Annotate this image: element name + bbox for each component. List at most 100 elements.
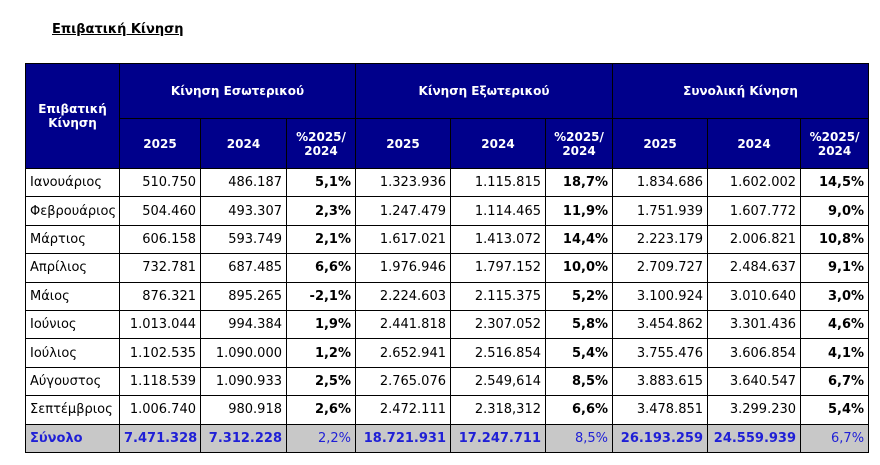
- sub-header: %2025/ 2024: [800, 118, 870, 169]
- value-cell: 1.118.539: [119, 366, 201, 397]
- value-cell: 1.617.021: [355, 224, 451, 255]
- value-cell: 980.918: [200, 395, 287, 425]
- sub-header: %2025/ 2024: [544, 118, 614, 169]
- value-cell: 1.607.772: [707, 196, 802, 226]
- value-cell: 994.384: [200, 309, 287, 340]
- value-cell: 11,9%: [544, 196, 614, 226]
- value-cell: 10,0%: [544, 253, 614, 283]
- total-cell: 17.247.711: [450, 423, 546, 453]
- month-cell: Αύγουστος: [25, 366, 120, 397]
- value-cell: 2.115.375: [450, 281, 546, 311]
- value-cell: 6,6%: [286, 253, 356, 283]
- total-cell: 18.721.931: [355, 423, 451, 453]
- value-cell: 3.299.230: [707, 395, 802, 425]
- value-cell: 8,5%: [544, 366, 614, 397]
- value-cell: 1.323.936: [355, 167, 451, 198]
- value-cell: 1.006.740: [119, 395, 201, 425]
- sub-header: 2024: [200, 118, 287, 169]
- value-cell: 2.318,312: [450, 395, 546, 425]
- total-cell: 24.559.939: [707, 423, 802, 453]
- value-cell: 5,1%: [286, 167, 356, 198]
- value-cell: 1.090.000: [200, 338, 287, 368]
- value-cell: 3.883.615: [612, 366, 709, 397]
- month-cell: Ιανουάριος: [25, 167, 120, 198]
- value-cell: 1.102.535: [119, 338, 201, 368]
- value-cell: 10,8%: [800, 224, 870, 255]
- value-cell: 6,7%: [800, 366, 870, 397]
- value-cell: 2,5%: [286, 366, 356, 397]
- sub-header: 2025: [119, 118, 201, 169]
- value-cell: 2.765.076: [355, 366, 451, 397]
- group-header: Κίνηση Εσωτερικού: [119, 63, 356, 119]
- sub-header: 2025: [612, 118, 709, 169]
- value-cell: 1.797.152: [450, 253, 546, 283]
- value-cell: 3.301.436: [707, 309, 802, 340]
- total-label: Σύνολο: [25, 423, 120, 453]
- value-cell: 2.224.603: [355, 281, 451, 311]
- value-cell: 1.976.946: [355, 253, 451, 283]
- value-cell: 1.834.686: [612, 167, 709, 198]
- value-cell: -2,1%: [286, 281, 356, 311]
- value-cell: 1.013.044: [119, 309, 201, 340]
- value-cell: 493.307: [200, 196, 287, 226]
- month-cell: Ιούνιος: [25, 309, 120, 340]
- group-header: Κίνηση Εξωτερικού: [354, 63, 614, 119]
- value-cell: 732.781: [119, 253, 201, 283]
- group-header-row: Επιβατική Κίνηση Κίνηση Εσωτερικού Κίνηση …: [25, 63, 870, 169]
- value-cell: 486.187: [200, 167, 287, 198]
- month-cell: Μάρτιος: [25, 224, 120, 255]
- value-cell: 2,1%: [286, 224, 356, 255]
- value-cell: 3.755.476: [612, 338, 709, 368]
- value-cell: 2.307.052: [450, 309, 546, 340]
- month-cell: Σεπτέμβριος: [25, 395, 120, 425]
- value-cell: 1.413.072: [450, 224, 546, 255]
- data-row: Ιούλιος 1.102.535 1.090.000 1,2% 2.652.941 2.…: [25, 338, 870, 368]
- value-cell: 2.516.854: [450, 338, 546, 368]
- month-cell: Απρίλιος: [25, 253, 120, 283]
- sub-header: 2024: [450, 118, 546, 169]
- total-cell: 2,2%: [286, 423, 356, 453]
- value-cell: 1.751.939: [612, 196, 709, 226]
- month-cell: Ιούλιος: [25, 338, 120, 368]
- sub-header: 2025: [355, 118, 451, 169]
- value-cell: 876.321: [119, 281, 201, 311]
- total-cell: 7.312.228: [200, 423, 287, 453]
- value-cell: 5,4%: [800, 395, 870, 425]
- value-cell: 2.441.818: [355, 309, 451, 340]
- value-cell: 2.223.179: [612, 224, 709, 255]
- group-header: Επιβατική Κίνηση: [25, 63, 120, 169]
- value-cell: 6,6%: [544, 395, 614, 425]
- value-cell: 1.115.815: [450, 167, 546, 198]
- value-cell: 3.100.924: [612, 281, 709, 311]
- total-cell: 7.471.328: [119, 423, 201, 453]
- value-cell: 18,7%: [544, 167, 614, 198]
- value-cell: 3,0%: [800, 281, 870, 311]
- value-cell: 687.485: [200, 253, 287, 283]
- value-cell: 5,2%: [544, 281, 614, 311]
- total-row: Σύνολο 7.471.328 7.312.228 2,2% 18.721.931 17…: [25, 423, 870, 453]
- value-cell: 1.247.479: [355, 196, 451, 226]
- value-cell: 2.709.727: [612, 253, 709, 283]
- value-cell: 4,1%: [800, 338, 870, 368]
- value-cell: 3.010.640: [707, 281, 802, 311]
- total-cell: 6,7%: [800, 423, 870, 453]
- page-title: Επιβατική Κίνηση: [52, 22, 184, 37]
- value-cell: 2.484.637: [707, 253, 802, 283]
- value-cell: 1,9%: [286, 309, 356, 340]
- data-row: Ιανουάριος 510.750 486.187 5,1% 1.323.936 1.1…: [25, 167, 870, 198]
- data-row: Μάιος 876.321 895.265 -2,1% 2.224.603 2.115.3…: [25, 281, 870, 311]
- value-cell: 3.640.547: [707, 366, 802, 397]
- group-header: Συνολική Κίνηση: [612, 63, 870, 119]
- value-cell: 4,6%: [800, 309, 870, 340]
- value-cell: 9,1%: [800, 253, 870, 283]
- data-row: Φεβρουάριος 504.460 493.307 2,3% 1.247.479 1.…: [25, 196, 870, 226]
- value-cell: 1.602.002: [707, 167, 802, 198]
- value-cell: 9,0%: [800, 196, 870, 226]
- value-cell: 2.652.941: [355, 338, 451, 368]
- data-row: Μάρτιος 606.158 593.749 2,1% 1.617.021 1.413.…: [25, 224, 870, 255]
- month-cell: Μάιος: [25, 281, 120, 311]
- data-row: Σεπτέμβριος 1.006.740 980.918 2,6% 2.472.111…: [25, 395, 870, 425]
- data-row: Απρίλιος 732.781 687.485 6,6% 1.976.946 1.797…: [25, 253, 870, 283]
- value-cell: 1,2%: [286, 338, 356, 368]
